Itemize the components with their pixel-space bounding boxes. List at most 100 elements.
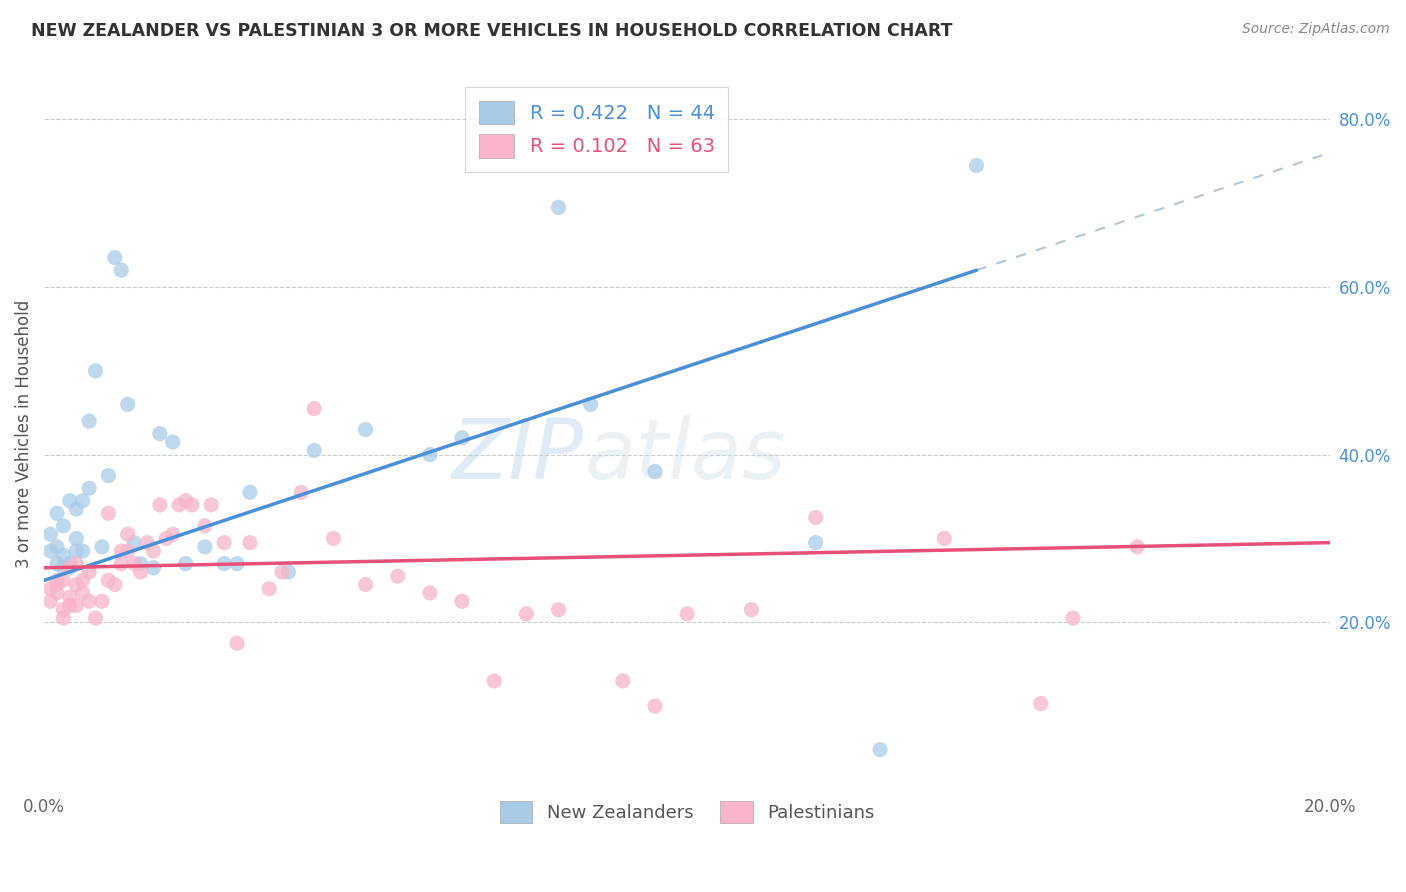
Point [142,544,165,558]
Point [59,599,82,613]
Point [72,493,94,508]
Point [354,422,377,436]
Point [740,603,762,617]
Point [181,498,204,512]
Point [39,544,62,558]
Point [110,557,132,571]
Point [59,561,82,575]
Point [239,485,262,500]
Point [77,594,100,608]
Point [515,607,537,621]
Point [194,540,217,554]
Point [271,565,294,579]
Point [117,527,139,541]
Y-axis label: 3 or more Vehicles in Household: 3 or more Vehicles in Household [15,300,32,568]
Text: Source: ZipAtlas.com: Source: ZipAtlas.com [1241,22,1389,37]
Point [484,673,506,688]
Point [52,603,75,617]
Point [354,577,377,591]
Point [290,485,312,500]
Point [804,510,827,524]
Point [52,548,75,562]
Point [212,535,235,549]
Point [59,557,82,571]
Point [65,577,87,591]
Point [52,561,75,575]
Point [419,448,441,462]
Point [52,574,75,588]
Point [117,544,139,558]
Point [322,532,344,546]
Point [162,435,184,450]
Point [934,532,956,546]
Point [46,540,69,554]
Point [194,519,217,533]
Point [387,569,409,583]
Point [117,397,139,411]
Point [149,426,172,441]
Point [59,590,82,604]
Point [226,557,249,571]
Point [65,532,87,546]
Point [174,557,197,571]
Point [257,582,280,596]
Point [451,594,474,608]
Point [122,535,145,549]
Point [77,414,100,428]
Point [142,561,165,575]
Point [104,251,127,265]
Point [869,742,891,756]
Point [149,498,172,512]
Point [167,498,190,512]
Point [59,493,82,508]
Point [804,535,827,549]
Point [162,527,184,541]
Point [65,544,87,558]
Point [84,611,107,625]
Point [129,565,152,579]
Point [579,397,602,411]
Point [419,586,441,600]
Point [200,498,222,512]
Point [46,506,69,520]
Point [72,586,94,600]
Point [46,574,69,588]
Point [97,574,120,588]
Point [612,673,634,688]
Point [97,468,120,483]
Point [65,557,87,571]
Point [302,443,325,458]
Point [122,557,145,571]
Point [451,431,474,445]
Point [129,557,152,571]
Point [52,519,75,533]
Point [104,577,127,591]
Point [302,401,325,416]
Text: atlas: atlas [585,415,786,496]
Point [91,594,114,608]
Point [226,636,249,650]
Point [212,557,235,571]
Point [84,364,107,378]
Point [110,263,132,277]
Point [174,493,197,508]
Point [1029,697,1052,711]
Point [1126,540,1149,554]
Point [547,200,569,214]
Point [136,535,159,549]
Point [77,565,100,579]
Legend: New Zealanders, Palestinians: New Zealanders, Palestinians [489,790,886,834]
Point [52,611,75,625]
Point [966,158,988,172]
Point [239,535,262,549]
Point [547,603,569,617]
Point [46,577,69,591]
Point [72,544,94,558]
Point [1062,611,1084,625]
Point [110,544,132,558]
Point [277,565,299,579]
Point [39,594,62,608]
Point [97,506,120,520]
Point [46,557,69,571]
Point [77,481,100,495]
